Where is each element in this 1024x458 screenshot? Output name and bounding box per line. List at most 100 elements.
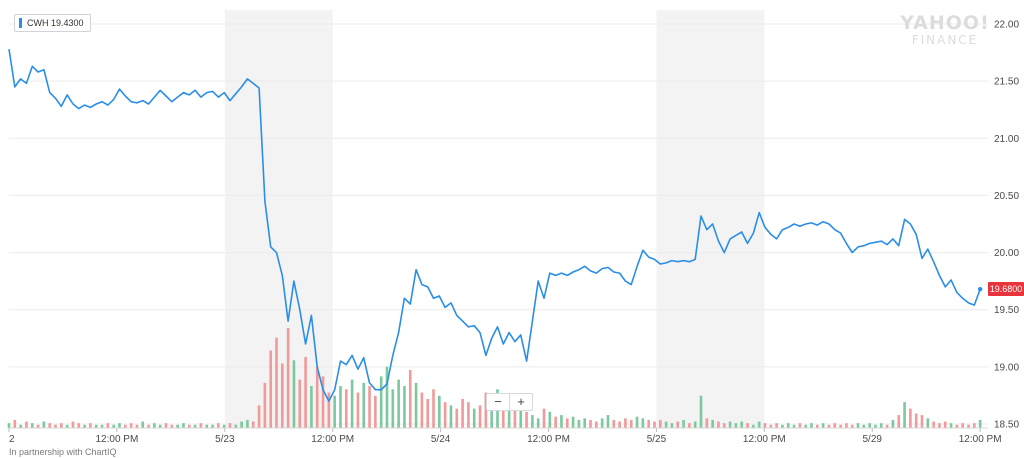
- volume-bar: [310, 386, 313, 428]
- legend-color-swatch: [19, 18, 22, 28]
- volume-bar: [786, 423, 790, 428]
- volume-bar: [577, 419, 581, 428]
- volume-bar: [595, 421, 598, 428]
- volume-bar: [513, 405, 517, 428]
- volume-bar: [257, 405, 261, 428]
- volume-bar: [42, 421, 46, 428]
- volume-bar: [501, 402, 505, 428]
- volume-bar: [414, 382, 418, 428]
- partnership-footer: In partnership with ChartIQ: [9, 447, 117, 457]
- volume-bar: [955, 424, 959, 428]
- volume-bar: [978, 419, 982, 428]
- volume-bar: [932, 421, 935, 428]
- volume-bar: [438, 395, 441, 428]
- volume-bar: [187, 424, 191, 428]
- volume-bar: [211, 424, 214, 428]
- y-tick-label: 19.50: [994, 305, 1019, 316]
- volume-bar: [816, 424, 819, 428]
- volume-bar: [7, 423, 11, 428]
- volume-bar: [449, 405, 453, 428]
- price-series-line: [8, 48, 981, 402]
- volume-bar: [850, 424, 854, 428]
- volume-bar: [228, 423, 232, 428]
- volume-bar: [781, 424, 784, 428]
- volume-bar: [315, 366, 319, 428]
- volume-bar: [792, 424, 796, 428]
- volume-bar: [839, 424, 842, 428]
- volume-bar: [77, 423, 81, 428]
- x-axis-ticks: 2 12:00 PM 5/23 12:00 PM 5/24 12:00 PM 5/25 12:…: [8, 427, 1002, 445]
- volume-bars: [7, 328, 982, 428]
- volume-bar: [234, 424, 238, 428]
- volume-bar: [891, 419, 895, 428]
- volume-bar: [717, 421, 720, 428]
- volume-bar: [874, 424, 877, 428]
- volume-bar: [304, 357, 307, 428]
- volume-bar: [856, 423, 860, 428]
- volume-bar: [251, 421, 255, 428]
- zoom-in-button[interactable]: +: [509, 394, 532, 410]
- volume-bar: [123, 424, 127, 428]
- volume-bar: [292, 360, 296, 428]
- zoom-out-button[interactable]: −: [494, 394, 502, 409]
- volume-bar: [635, 416, 639, 428]
- zoom-controls: − +: [486, 393, 533, 411]
- volume-bar: [490, 398, 493, 428]
- watermark-line1: YAHOO!: [900, 12, 990, 34]
- x-tick-label: 5/29: [863, 434, 883, 445]
- volume-bar: [263, 382, 267, 428]
- volume-bar: [507, 408, 511, 428]
- volume-bar: [775, 423, 778, 428]
- volume-bar: [13, 419, 17, 428]
- volume-bar: [54, 424, 57, 428]
- volume-bar: [659, 419, 662, 428]
- volume-bar: [705, 418, 709, 428]
- volume-bar: [36, 424, 40, 428]
- volume-bar: [536, 418, 540, 428]
- volume-bar: [199, 423, 203, 428]
- last-price-dot: [977, 286, 983, 292]
- session-band: [656, 10, 765, 428]
- volume-bar: [926, 418, 930, 428]
- volume-bar: [734, 423, 738, 428]
- yahoo-finance-watermark: YAHOO! FINANCE: [900, 12, 990, 47]
- volume-bar: [693, 421, 697, 428]
- volume-bar: [176, 424, 179, 428]
- volume-bar: [478, 405, 482, 428]
- series-legend[interactable]: CWH 19.4300: [14, 14, 91, 32]
- volume-bar: [728, 421, 732, 428]
- volume-bar: [914, 413, 918, 428]
- volume-bar: [903, 402, 906, 428]
- volume-bar: [71, 421, 75, 428]
- volume-bar: [321, 376, 325, 428]
- volume-bar: [769, 424, 773, 428]
- volume-bar: [949, 423, 953, 428]
- session-band: [224, 10, 333, 428]
- volume-bar: [420, 392, 424, 428]
- x-tick-label: 5/23: [215, 434, 235, 445]
- volume-bar: [798, 423, 802, 428]
- volume-bar: [275, 337, 278, 428]
- session-bands: [224, 10, 765, 428]
- volume-bar: [699, 395, 703, 428]
- y-tick-label: 18.50: [994, 420, 1019, 431]
- volume-bar: [391, 389, 395, 428]
- volume-bar: [472, 408, 476, 428]
- volume-bar: [862, 424, 866, 428]
- volume-bar: [897, 415, 901, 428]
- x-tick-label: 2: [9, 434, 15, 445]
- volume-bar: [30, 423, 34, 428]
- y-tick-label: 20.50: [994, 191, 1019, 202]
- volume-bar: [757, 421, 761, 428]
- volume-bar: [653, 421, 656, 428]
- volume-bar: [48, 423, 52, 428]
- volume-bar: [205, 424, 209, 428]
- volume-bar: [281, 363, 284, 428]
- y-tick-label: 21.50: [994, 77, 1019, 88]
- volume-bar: [973, 423, 976, 428]
- volume-bar: [129, 423, 133, 428]
- volume-bar: [362, 382, 366, 428]
- volume-bar: [164, 423, 168, 428]
- volume-bar: [612, 419, 616, 428]
